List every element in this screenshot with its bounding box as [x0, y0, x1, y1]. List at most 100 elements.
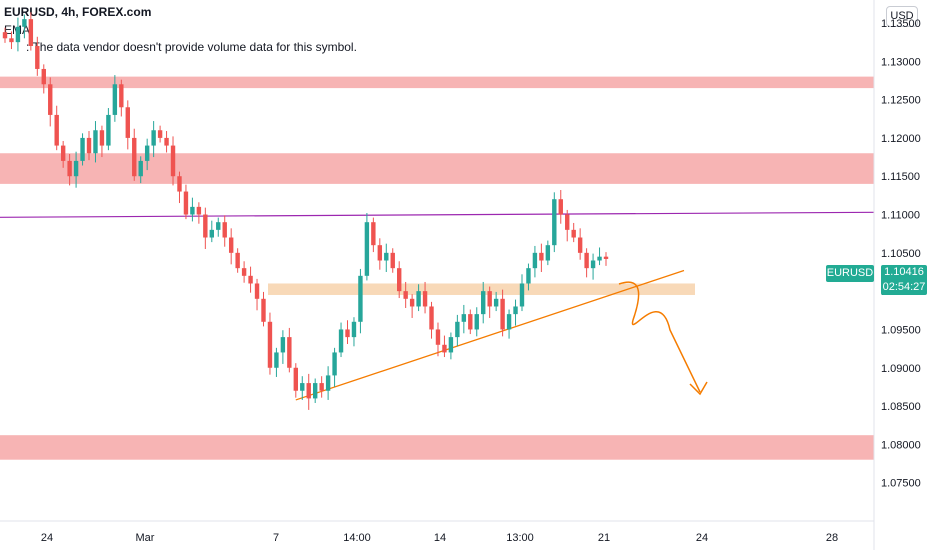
candle-body [119, 84, 124, 108]
candle-body [80, 137, 85, 161]
candle-body [209, 229, 214, 238]
price-tick-label: 1.13000 [881, 56, 921, 68]
candle-body [248, 275, 253, 284]
time-tick-label: 7 [273, 532, 279, 544]
candle-body [274, 352, 279, 368]
candle-body [241, 268, 247, 276]
symbol-tag: EURUSD [826, 265, 874, 282]
candle-body [306, 383, 311, 399]
candle-body [384, 252, 389, 261]
candle-body [545, 245, 551, 261]
candle-body [577, 237, 583, 253]
candle-body [474, 314, 479, 330]
candle-body [177, 176, 182, 192]
candle-body [203, 214, 208, 238]
candle-body [603, 256, 609, 259]
candle-body [565, 214, 570, 230]
candle-body [228, 237, 234, 253]
candle-body [300, 383, 305, 391]
candle-body [48, 84, 53, 115]
price-tick-label: 1.13500 [881, 18, 921, 30]
candle-body [196, 206, 202, 215]
candle-body [338, 329, 344, 353]
price-tick-label: 1.12500 [881, 95, 921, 107]
price-tick-label: 1.11000 [881, 210, 920, 222]
candles [2, 12, 609, 410]
candle-body [183, 191, 189, 215]
candle-body [558, 199, 563, 215]
candle-body [332, 352, 337, 376]
candle-body [435, 329, 441, 345]
candle-body [351, 321, 357, 338]
price-tick-label: 1.12000 [881, 133, 921, 145]
candle-body [99, 130, 105, 146]
candle-body [67, 160, 72, 177]
candle-body [481, 291, 486, 315]
currency-button[interactable]: USD [886, 6, 918, 27]
candle-body [422, 291, 428, 307]
candle-body [455, 321, 460, 338]
time-tick-label: 13:00 [506, 532, 534, 544]
candle-body [125, 107, 130, 138]
candle-body [597, 256, 602, 261]
candle-body [364, 222, 370, 276]
time-tick-label: 14 [434, 532, 446, 544]
time-tick-label: 28 [826, 532, 838, 544]
price-tick-label: 1.07500 [881, 478, 921, 490]
candle-body [267, 321, 273, 368]
candle-body [526, 268, 531, 284]
candle-body [429, 306, 434, 330]
candle-body [552, 199, 557, 246]
candle-body [403, 291, 408, 299]
candle-body [106, 114, 111, 146]
candle-body [41, 68, 46, 85]
candle-body [112, 84, 118, 115]
candle-body [390, 252, 395, 269]
candle-body [493, 298, 499, 307]
time-tick-label: 24 [696, 532, 708, 544]
time-tick-label: 21 [598, 532, 610, 544]
candle-body [590, 260, 596, 269]
bar-countdown: 02:54:27 [882, 281, 926, 293]
price-tick-label: 1.09500 [881, 324, 921, 336]
time-tick-label: 14:00 [343, 532, 371, 544]
candle-body [164, 137, 169, 146]
candle-body [397, 268, 402, 292]
candle-body [28, 19, 34, 46]
last-price: 1.10416 [884, 266, 924, 278]
candle-body [9, 38, 14, 43]
projection-path [618, 281, 701, 393]
candle-body [371, 222, 376, 246]
candle-body [345, 329, 350, 338]
candle-body [54, 114, 59, 146]
resistance-line [0, 211, 875, 218]
candle-body [513, 306, 518, 315]
candle-body [506, 314, 512, 330]
candle-body [500, 298, 505, 330]
projection-arrow [618, 281, 708, 396]
candle-body [442, 344, 447, 353]
volume-notice: : The data vendor doesn't provide volume… [26, 40, 357, 54]
resistance-zone [0, 76, 874, 89]
candle-body [261, 298, 266, 322]
candle-body [409, 298, 415, 307]
candle-body [461, 314, 467, 322]
price-tag: 1.10416 02:54:27 [881, 265, 927, 295]
candle-body [2, 32, 8, 39]
candle-body [60, 145, 66, 161]
pivot-zone [268, 283, 695, 295]
candle-body [416, 291, 421, 307]
candle-body [571, 229, 576, 238]
candle-body [22, 19, 27, 27]
price-tick-label: 1.09000 [881, 363, 921, 375]
candle-body [138, 160, 143, 177]
candle-body [448, 337, 454, 353]
candle-body [468, 314, 473, 330]
time-tick-label: 24 [41, 532, 53, 544]
price-tick-label: 1.11500 [881, 171, 920, 183]
candle-body [222, 222, 227, 238]
price-tick-label: 1.08500 [881, 401, 921, 413]
candle-body [312, 383, 318, 399]
price-tick-label: 1.10500 [881, 248, 921, 260]
